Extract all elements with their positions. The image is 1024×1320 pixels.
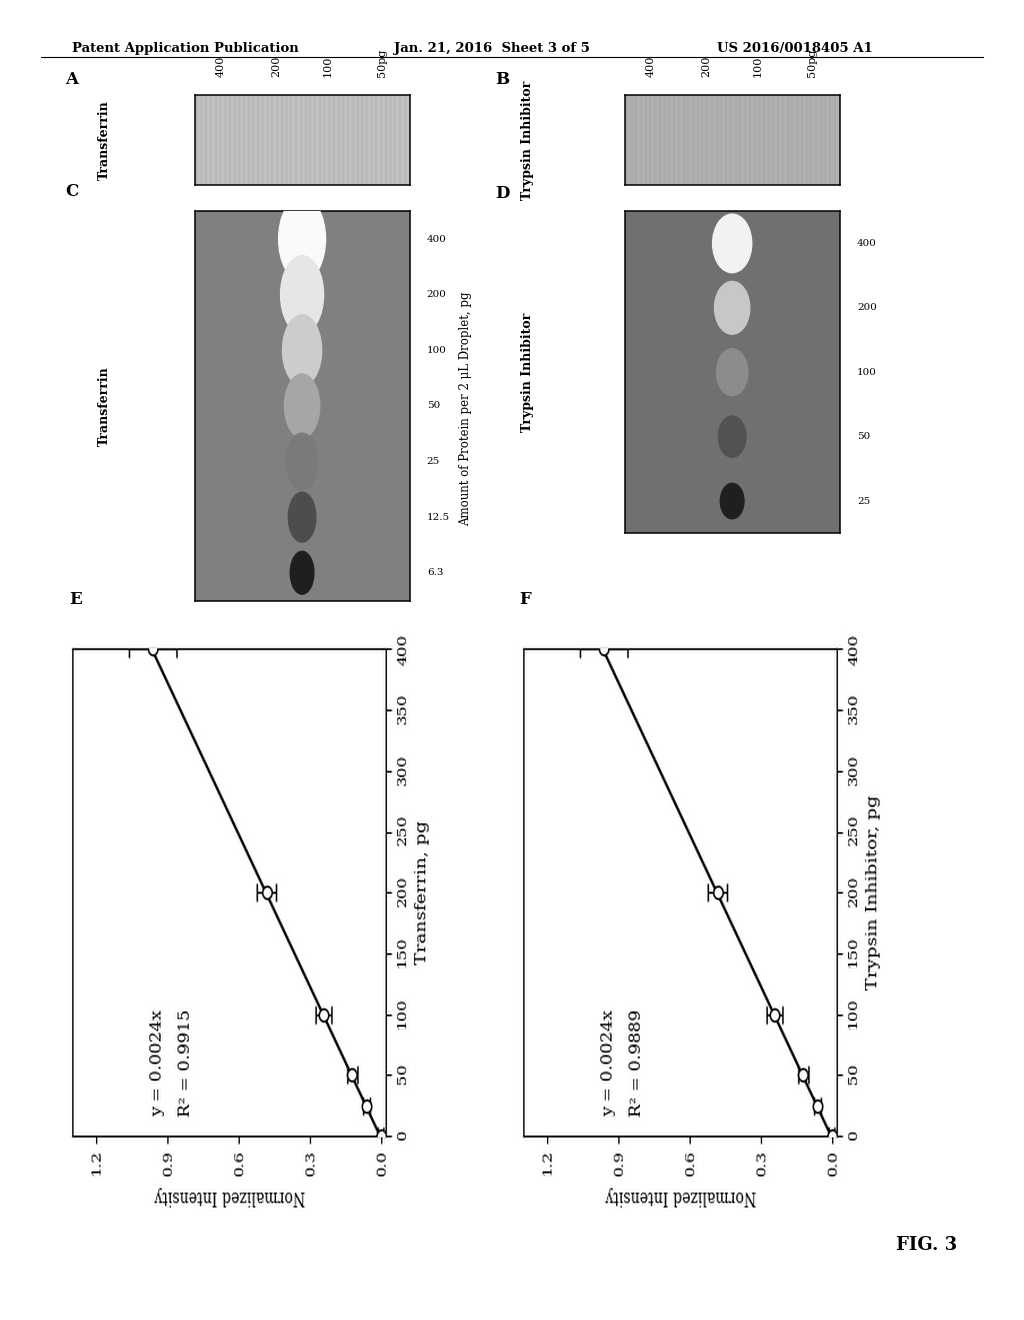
Circle shape: [719, 416, 745, 457]
Circle shape: [720, 483, 744, 519]
Text: 400: 400: [645, 55, 655, 77]
Circle shape: [283, 315, 322, 385]
Circle shape: [285, 374, 319, 438]
Text: F: F: [519, 591, 531, 609]
Text: 200: 200: [271, 55, 282, 77]
Text: 25: 25: [427, 457, 440, 466]
Text: 200: 200: [427, 290, 446, 300]
Text: FIG. 3: FIG. 3: [896, 1236, 957, 1254]
Circle shape: [279, 197, 326, 281]
Text: 100: 100: [323, 55, 333, 77]
Text: 50pg: 50pg: [807, 49, 817, 77]
Circle shape: [717, 348, 748, 396]
Circle shape: [287, 433, 317, 490]
Text: 400: 400: [427, 235, 446, 243]
Text: 100: 100: [753, 55, 763, 77]
Text: Jan. 21, 2016  Sheet 3 of 5: Jan. 21, 2016 Sheet 3 of 5: [394, 42, 590, 55]
Circle shape: [713, 214, 752, 273]
Text: B: B: [496, 71, 510, 88]
Text: 400: 400: [215, 55, 225, 77]
Text: A: A: [66, 71, 79, 88]
Text: 12.5: 12.5: [427, 512, 450, 521]
Text: C: C: [66, 182, 79, 199]
Text: Trypsin Inhibitor: Trypsin Inhibitor: [521, 81, 535, 199]
Text: 200: 200: [857, 304, 877, 313]
Text: 50: 50: [857, 432, 870, 441]
Circle shape: [715, 281, 750, 334]
Text: US 2016/0018405 A1: US 2016/0018405 A1: [717, 42, 872, 55]
Circle shape: [281, 256, 324, 334]
Text: 200: 200: [701, 55, 712, 77]
Text: 400: 400: [857, 239, 877, 248]
Text: Transferrin: Transferrin: [97, 100, 111, 180]
Text: Amount of Protein per 2 μL Droplet, pg: Amount of Protein per 2 μL Droplet, pg: [460, 292, 472, 527]
Text: 100: 100: [857, 368, 877, 376]
Text: 50: 50: [427, 401, 440, 411]
Text: Patent Application Publication: Patent Application Publication: [72, 42, 298, 55]
Text: 50pg: 50pg: [377, 49, 387, 77]
Text: E: E: [69, 591, 82, 609]
Text: 25: 25: [857, 496, 870, 506]
Text: 100: 100: [427, 346, 446, 355]
Circle shape: [289, 492, 315, 543]
Circle shape: [290, 552, 314, 594]
Text: Trypsin Inhibitor: Trypsin Inhibitor: [521, 313, 535, 432]
Text: 6.3: 6.3: [427, 569, 443, 577]
Text: D: D: [496, 185, 510, 202]
Text: Transferrin: Transferrin: [97, 366, 111, 446]
